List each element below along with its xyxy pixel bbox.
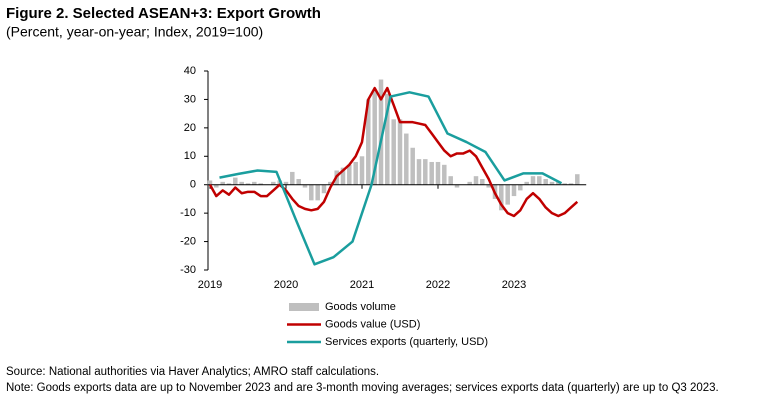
bar: [448, 176, 453, 185]
y-tick-label: 40: [184, 65, 196, 77]
y-tick-label: 20: [184, 122, 196, 134]
y-tick-label: -30: [180, 264, 196, 276]
x-tick-label: 2019: [198, 279, 222, 291]
bar: [245, 183, 251, 185]
y-tick-label: -20: [180, 235, 196, 247]
legend-label: Goods volume: [325, 301, 396, 313]
bar: [410, 147, 415, 185]
chart-title: Figure 2. Selected ASEAN+3: Export Growt…: [6, 5, 321, 22]
bar: [429, 161, 434, 185]
x-tick-label: 2022: [426, 279, 450, 291]
bar: [353, 161, 358, 185]
bar: [302, 184, 308, 188]
bar: [435, 161, 441, 185]
bar: [562, 183, 567, 185]
bar: [252, 181, 257, 185]
bar: [404, 133, 409, 185]
legend-label: Goods value (USD): [325, 318, 420, 330]
line-series: [219, 91, 563, 266]
bar: [296, 179, 301, 185]
bar: [340, 167, 346, 185]
bar: [220, 181, 225, 185]
bar: [549, 181, 555, 185]
bar: [524, 181, 529, 185]
bar: [568, 183, 574, 185]
bar: [385, 93, 390, 185]
bar: [321, 184, 327, 194]
x-tick-label: 2020: [274, 279, 298, 291]
bar: [315, 184, 320, 201]
bar: [239, 181, 244, 185]
bar: [397, 119, 403, 185]
bar: [511, 184, 517, 197]
bar: [290, 171, 295, 185]
bar: [442, 164, 447, 185]
bar: [207, 180, 213, 185]
bar: [467, 181, 472, 185]
bar: [575, 174, 580, 185]
bar: [214, 184, 219, 188]
x-tick-label: 2021: [350, 279, 374, 291]
bar: [283, 181, 289, 185]
bar: [226, 183, 232, 185]
x-tick-label: 2023: [502, 279, 526, 291]
legend-swatch: [289, 303, 319, 311]
y-tick-label: 0: [190, 179, 196, 191]
bar: [328, 181, 333, 185]
bar: [391, 119, 396, 185]
bar: [499, 184, 504, 211]
bar: [423, 159, 428, 185]
y-tick-label: 30: [184, 93, 196, 105]
bar: [258, 183, 263, 185]
bar: [378, 79, 384, 185]
bar: [543, 179, 548, 185]
bar: [556, 181, 561, 185]
bar: [454, 184, 460, 188]
footnote: Note: Goods exports data are up to Novem…: [6, 382, 719, 394]
bar: [473, 176, 479, 185]
bar: [505, 184, 510, 205]
bar: [537, 176, 542, 185]
y-tick-label: -10: [180, 207, 196, 219]
y-tick-label: 10: [184, 150, 196, 162]
bar: [366, 99, 371, 185]
bar: [518, 184, 523, 191]
line-series: [208, 86, 579, 218]
bar: [347, 164, 352, 185]
bar: [480, 179, 485, 185]
bar: [416, 159, 422, 185]
bar: [486, 184, 491, 188]
legend-label: Services exports (quarterly, USD): [325, 336, 488, 348]
bar: [359, 156, 365, 185]
bar: [372, 90, 377, 185]
source-note: Source: National authorities via Haver A…: [6, 366, 379, 378]
bar: [271, 181, 276, 185]
bar: [309, 184, 314, 201]
bar: [530, 176, 536, 185]
bar: [233, 177, 238, 185]
chart-subtitle: (Percent, year-on-year; Index, 2019=100): [6, 24, 263, 40]
